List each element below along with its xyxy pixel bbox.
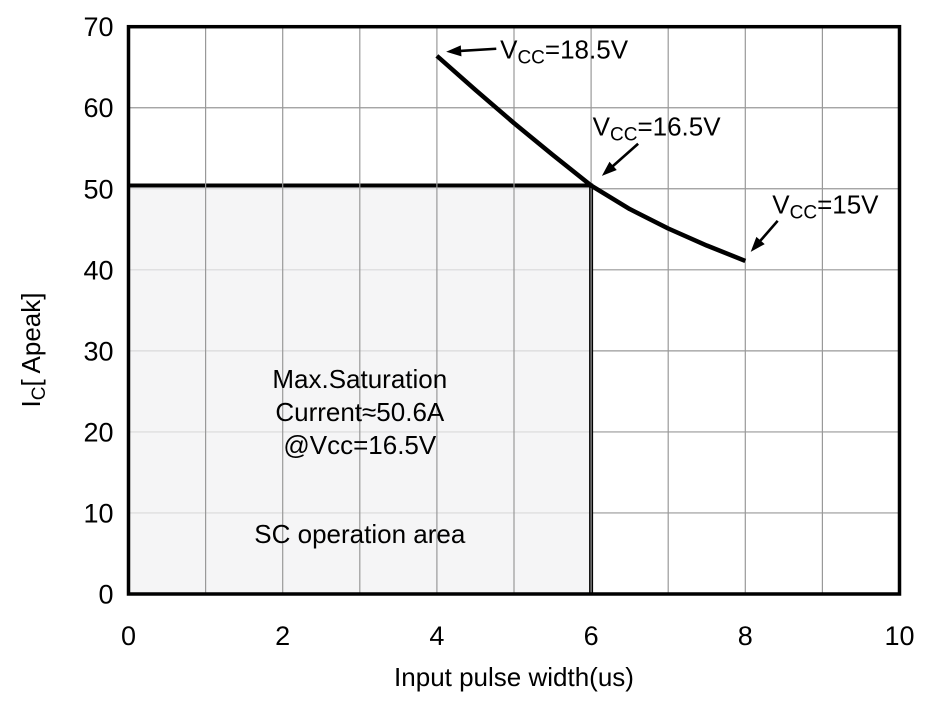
annotation-vcc-16-5: VCC=16.5V [593, 111, 722, 176]
y-tick-label-70: 70 [83, 12, 113, 42]
max-collector-current-vs-pulse-width-curve [435, 54, 747, 264]
plot-border [126, 24, 902, 596]
annotation-label-vcc-15: VCC=15V [772, 189, 879, 223]
annotation-label-vcc-18-5: VCC=18.5V [500, 35, 629, 69]
vertical-gridlines [205, 26, 824, 594]
annotation-label-vcc-16-5: VCC=16.5V [593, 111, 722, 145]
arrow-shaft [610, 142, 639, 169]
x-tick-label-8: 8 [738, 621, 753, 651]
x-tick-label-0: 0 [121, 621, 136, 651]
arrow-shaft [757, 219, 779, 244]
x-axis-title: Input pulse width(us) [394, 662, 634, 692]
y-tick-label-40: 40 [83, 255, 113, 285]
y-axis-title-group: IC[ Apeak] [16, 293, 50, 408]
y-tick-label-0: 0 [98, 580, 113, 610]
annotation-vcc-18-5: VCC=18.5V [446, 35, 629, 69]
y-tick-label-50: 50 [83, 174, 113, 204]
y-tick-label-60: 60 [83, 93, 113, 123]
sc-area-label-line-1: SC operation area [254, 519, 466, 549]
y-tick-label-30: 30 [83, 336, 113, 366]
x-tick-label-10: 10 [884, 621, 914, 651]
y-axis-title: IC[ Apeak] [16, 293, 50, 408]
max-saturation-note-line-1: Max.Saturation [272, 364, 447, 394]
x-tick-label-4: 4 [429, 621, 444, 651]
annotation-vcc-15: VCC=15V [750, 189, 879, 252]
tick-labels: 0 2 4 6 8 10 0 10 20 30 40 50 60 70 [83, 12, 914, 651]
x-tick-label-2: 2 [275, 621, 290, 651]
arrowhead-icon [750, 236, 765, 252]
y-tick-label-10: 10 [83, 498, 113, 528]
max-saturation-note-line-3: @Vcc=16.5V [283, 430, 437, 460]
arrowhead-icon [446, 45, 462, 57]
x-tick-label-6: 6 [584, 621, 599, 651]
arrowhead-icon [601, 161, 617, 176]
max-saturation-note-line-2: Current≈50.6A [275, 397, 445, 427]
y-tick-label-20: 20 [83, 417, 113, 447]
sc-area-label: SC operation area [254, 519, 466, 549]
arrow-shaft [458, 47, 497, 53]
